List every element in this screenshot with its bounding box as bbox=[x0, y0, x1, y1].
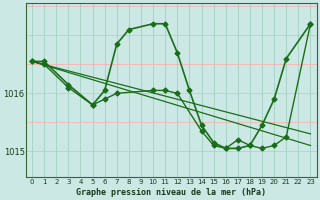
X-axis label: Graphe pression niveau de la mer (hPa): Graphe pression niveau de la mer (hPa) bbox=[76, 188, 266, 197]
